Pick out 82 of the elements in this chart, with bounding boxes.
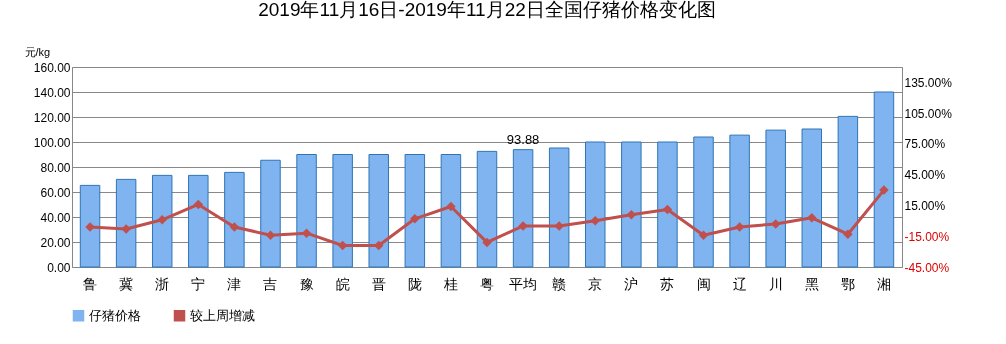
- x-tick-label: 豫: [299, 275, 314, 292]
- y-tick-label: 0.00: [47, 260, 71, 275]
- x-tick-label: 宁: [191, 275, 206, 292]
- x-tick-label: 苏: [660, 275, 675, 292]
- point: [843, 229, 853, 239]
- point: [410, 214, 420, 224]
- bar: [188, 174, 209, 268]
- y2-tick-label: 105.00%: [904, 106, 953, 121]
- y-tick-label: 100.00: [33, 135, 71, 150]
- x-tick-label: 京: [588, 275, 603, 292]
- x-tick-label: 鄂: [840, 275, 855, 292]
- y-axis-title: 元/kg: [24, 45, 51, 58]
- x-tick-label: 鲁: [83, 275, 98, 292]
- bar: [151, 174, 173, 268]
- x-tick-label: 湘: [876, 275, 891, 292]
- x-tick-label: 沪: [624, 275, 639, 292]
- point: [698, 230, 709, 240]
- y-tick-label: 20.00: [40, 235, 71, 250]
- y2-tick-label: 45.00%: [904, 168, 946, 183]
- y-tick-label: 120.00: [33, 110, 71, 125]
- point: [734, 222, 745, 232]
- point: [265, 230, 276, 240]
- bar: [512, 149, 534, 268]
- bar: [548, 147, 570, 268]
- point: [157, 215, 167, 225]
- bar: [404, 154, 426, 268]
- x-tick-label: 平均: [509, 275, 538, 292]
- x-tick-label: 川: [768, 275, 783, 292]
- y2-tick-label: -45.00%: [904, 260, 950, 275]
- bar: [476, 150, 498, 268]
- bar: [765, 129, 786, 268]
- x-tick-label: 冀: [119, 275, 134, 292]
- x-tick-label: 粤: [480, 275, 494, 292]
- y-tick-label: 140.00: [33, 85, 71, 100]
- point: [374, 240, 384, 251]
- y-tick-label: 60.00: [40, 185, 71, 200]
- x-tick-label: 辽: [732, 275, 747, 292]
- bar: [585, 141, 606, 268]
- y2-tick-label: 135.00%: [904, 75, 953, 90]
- x-tick-label: 津: [227, 275, 242, 292]
- data-label: 93.88: [506, 131, 540, 147]
- bar: [801, 128, 823, 268]
- bar: [693, 136, 714, 268]
- x-tick-label: 皖: [335, 275, 350, 292]
- y2-tick-label: -15.00%: [904, 229, 950, 244]
- bar: [79, 184, 101, 268]
- y-tick-label: 80.00: [40, 160, 71, 175]
- point: [193, 199, 204, 210]
- x-tick-label: 赣: [552, 275, 567, 292]
- point: [662, 204, 673, 215]
- point: [626, 209, 637, 220]
- y2-tick-label: 75.00%: [904, 137, 946, 152]
- legend-label: 仔猪价格: [89, 307, 141, 323]
- bar: [260, 159, 281, 268]
- bar: [368, 154, 389, 268]
- point: [446, 201, 456, 212]
- bar: [657, 141, 678, 268]
- point: [229, 222, 240, 232]
- point: [807, 213, 817, 223]
- point: [482, 237, 492, 248]
- y-tick-label: 40.00: [40, 210, 71, 225]
- bar: [837, 115, 859, 268]
- bar: [440, 154, 462, 268]
- chart-title: 2019年11月16日-2019年11月22日全国仔猪价格变化图: [258, 0, 716, 20]
- bar: [332, 154, 353, 268]
- bar: [729, 134, 750, 268]
- point: [590, 216, 600, 226]
- x-tick-label: 闽: [696, 275, 711, 292]
- x-tick-label: 陇: [407, 275, 422, 292]
- x-tick-label: 桂: [442, 275, 458, 292]
- x-tick-label: 晋: [371, 275, 386, 292]
- x-tick-label: 吉: [263, 275, 278, 292]
- y-tick-label: 160.00: [33, 60, 71, 75]
- bar: [873, 91, 895, 268]
- bar: [224, 171, 245, 268]
- y2-tick-label: 15.00%: [904, 198, 946, 213]
- bar: [621, 141, 642, 268]
- x-tick-label: 黑: [804, 275, 819, 292]
- x-tick-label: 浙: [155, 275, 170, 292]
- legend-label: 较上周增减: [190, 307, 255, 323]
- bar: [115, 178, 137, 268]
- bar: [296, 154, 317, 268]
